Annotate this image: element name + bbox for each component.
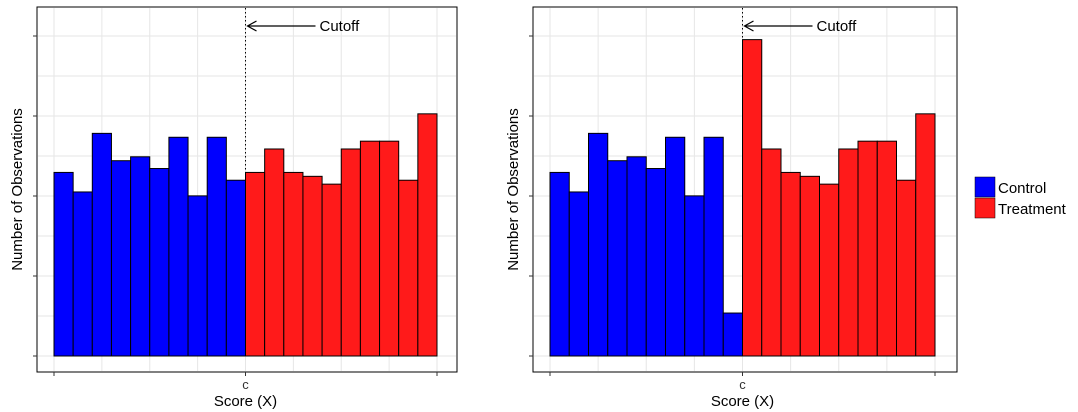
bar-treatment xyxy=(264,148,285,357)
bar-control xyxy=(568,191,589,357)
bar-treatment xyxy=(321,183,342,357)
bar-treatment xyxy=(915,113,936,357)
bar-treatment xyxy=(876,140,897,357)
bar-treatment xyxy=(857,140,878,357)
bar-treatment xyxy=(799,175,820,357)
bar-control xyxy=(588,132,609,357)
bar-treatment xyxy=(379,140,400,357)
bar-treatment xyxy=(838,148,859,357)
bar-treatment xyxy=(896,179,917,357)
x-axis-title: Score (X) xyxy=(214,393,277,410)
bar-treatment xyxy=(819,183,840,357)
bar-control xyxy=(703,136,724,357)
bar-treatment xyxy=(398,179,419,357)
y-axis-title: Number of Observations xyxy=(9,108,26,271)
bar-treatment xyxy=(742,39,763,357)
bar-control xyxy=(110,160,132,357)
bar-control xyxy=(722,312,743,357)
bar-control xyxy=(684,195,705,357)
bar-treatment xyxy=(340,148,361,357)
bar-control xyxy=(72,191,93,357)
legend-label-treatment: Treatment xyxy=(998,201,1067,218)
cutoff-annotation: Cutoff xyxy=(320,18,361,35)
legend-label-control: Control xyxy=(998,180,1046,197)
legend: Control Treatment xyxy=(974,176,1067,219)
bar-treatment xyxy=(417,113,438,357)
cutoff-annotation: Cutoff xyxy=(817,18,858,35)
bar-control xyxy=(549,171,570,357)
bar-treatment xyxy=(359,140,381,357)
bar-control xyxy=(91,132,112,357)
bar-control xyxy=(607,160,628,357)
bar-treatment xyxy=(302,175,323,357)
bar-control xyxy=(206,136,227,357)
bar-control xyxy=(225,179,247,357)
x-tick-label: c xyxy=(242,377,249,392)
bar-control xyxy=(168,136,189,357)
y-axis-title: Number of Observations xyxy=(505,108,522,271)
bar-control xyxy=(645,168,666,357)
bar-treatment xyxy=(245,171,266,357)
legend-swatch-treatment xyxy=(974,197,996,219)
bar-control xyxy=(187,195,208,357)
bar-control xyxy=(53,171,74,357)
bar-treatment xyxy=(283,171,304,357)
cutoff-arrow-head xyxy=(246,20,257,32)
cutoff-arrow-head xyxy=(743,20,754,32)
bar-control xyxy=(665,136,686,357)
bar-treatment xyxy=(780,171,801,357)
legend-swatch-control xyxy=(974,176,996,198)
bar-treatment xyxy=(761,148,782,357)
x-axis-title: Score (X) xyxy=(711,393,774,410)
bar-control xyxy=(149,168,170,357)
bar-control xyxy=(130,156,151,357)
x-tick-label: c xyxy=(739,377,746,392)
bar-control xyxy=(626,156,647,357)
